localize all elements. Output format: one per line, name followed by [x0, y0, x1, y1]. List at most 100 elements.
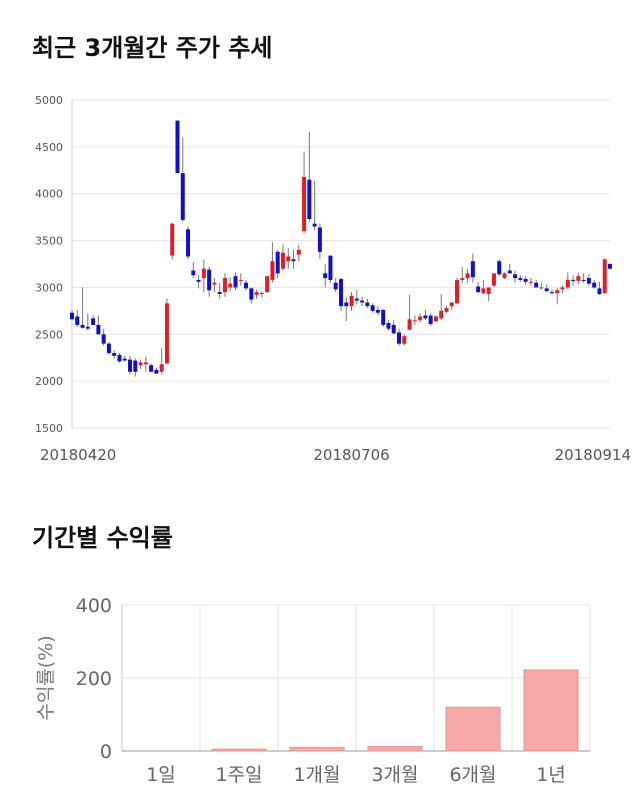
candle-body — [349, 295, 354, 307]
candle — [407, 294, 412, 331]
candle — [439, 293, 444, 321]
candle-body — [265, 276, 270, 293]
candle-body — [391, 324, 396, 334]
candle-body — [576, 276, 581, 281]
candle-body — [212, 282, 217, 285]
candle-body — [207, 269, 212, 291]
candle — [175, 120, 180, 174]
candle — [497, 259, 502, 277]
candle — [117, 353, 122, 363]
candle-body — [286, 256, 291, 262]
candle — [96, 315, 101, 335]
candle — [207, 266, 212, 297]
candle — [592, 279, 597, 289]
candle-body — [170, 223, 175, 256]
candle — [571, 275, 576, 286]
candle-body — [534, 282, 539, 288]
candle-body — [513, 274, 518, 279]
candle — [307, 131, 312, 222]
candle-body — [375, 309, 380, 313]
candle — [149, 363, 154, 372]
candle-body — [112, 353, 117, 356]
candle-body — [233, 276, 238, 288]
candle-body — [101, 334, 106, 344]
candle-body — [465, 273, 470, 279]
candle — [154, 368, 159, 374]
bar-y-axis: 0 200 400 — [76, 595, 112, 763]
candle — [586, 274, 591, 286]
candle — [85, 313, 90, 331]
candle — [159, 348, 164, 375]
candle — [539, 282, 544, 290]
candle-body — [544, 288, 549, 292]
candle-body — [449, 302, 454, 307]
candle-body — [96, 324, 101, 335]
candle-body — [196, 279, 201, 282]
candle — [75, 309, 80, 327]
candle-body — [201, 268, 206, 279]
candle-body — [159, 364, 164, 372]
candle — [259, 291, 264, 298]
candle-body — [407, 319, 412, 330]
candle — [233, 272, 238, 291]
candle-body — [291, 259, 296, 262]
candle-body — [502, 273, 507, 279]
bar-y-tick-label: 200 — [76, 668, 112, 690]
candle-body — [386, 323, 391, 329]
candle-body — [238, 279, 243, 281]
candle — [70, 309, 74, 321]
candle-y-tick-label: 3500 — [35, 235, 63, 248]
candle — [428, 312, 433, 326]
candle — [544, 284, 549, 293]
candle-body — [412, 320, 417, 322]
candle-body — [339, 278, 343, 307]
candle — [460, 266, 465, 283]
candle-x-tick-label: 20180420 — [40, 446, 116, 464]
candle-x-axis: 20180420 20180706 20180914 — [40, 446, 631, 464]
candle — [323, 264, 328, 288]
candle — [122, 355, 127, 362]
candle — [91, 315, 96, 325]
candle — [280, 244, 285, 271]
candle-body — [486, 287, 491, 294]
bar-x-tick-label: 1주일 — [215, 764, 262, 786]
candle — [101, 328, 106, 346]
candle-body — [106, 343, 111, 354]
candle-body — [222, 278, 227, 293]
candle — [381, 308, 386, 327]
candle-body — [122, 358, 127, 361]
candle — [491, 273, 496, 288]
candle-body — [602, 259, 607, 294]
candle — [418, 313, 423, 323]
candle — [412, 315, 417, 325]
candle-body — [275, 251, 280, 274]
candle — [549, 289, 554, 295]
candle — [560, 285, 565, 294]
candle-y-tick-label: 4000 — [35, 188, 63, 201]
candle-body — [154, 369, 159, 374]
candle-y-tick-label: 5000 — [35, 94, 63, 107]
candle-y-tick-label: 4500 — [35, 141, 63, 154]
candle-body — [354, 298, 359, 301]
candle-gridlines — [71, 99, 610, 429]
candle-body — [592, 282, 597, 288]
candle — [128, 355, 133, 375]
candle — [375, 306, 380, 316]
candle — [360, 296, 365, 307]
candle — [249, 287, 254, 304]
price-trend-title: 최근 3개월간 주가 추세 — [32, 34, 273, 62]
candle — [455, 278, 460, 305]
candle — [465, 268, 470, 283]
candle — [333, 278, 338, 293]
candle — [201, 259, 206, 293]
candle-body — [143, 362, 148, 365]
candle-body — [70, 312, 74, 320]
candle — [534, 279, 539, 288]
candle-y-tick-label: 2000 — [35, 375, 63, 388]
candle — [191, 262, 196, 279]
candle-body — [128, 359, 133, 372]
candle-body — [186, 229, 191, 257]
candlestick-chart: 1500 2000 2500 3000 3500 4000 4500 5000 2018042… — [35, 94, 631, 464]
candle — [275, 249, 280, 279]
candle-body — [175, 120, 180, 174]
